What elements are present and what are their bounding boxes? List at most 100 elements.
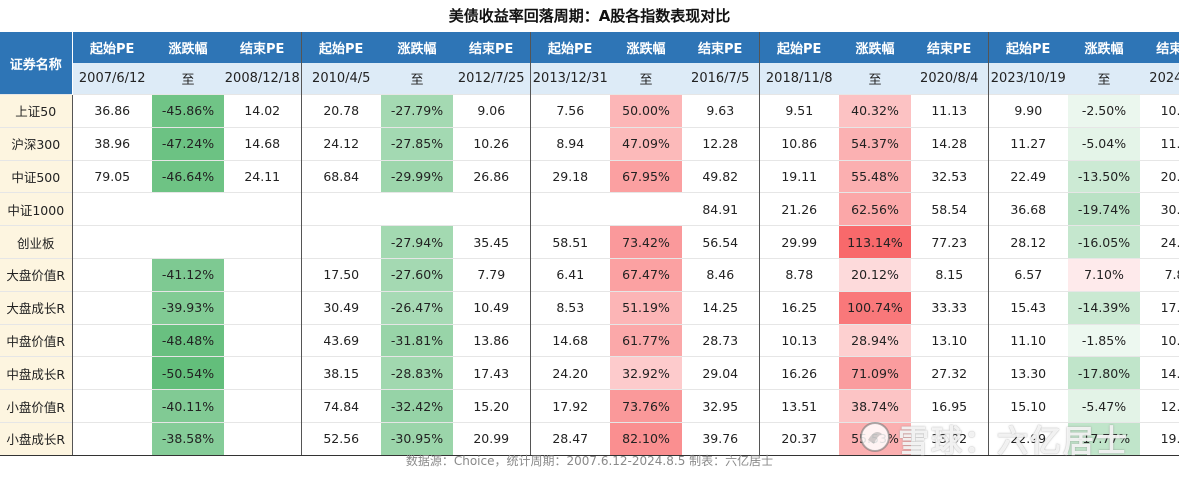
start-pe-cell: 14.68	[530, 323, 610, 357]
security-name: 创业板	[0, 225, 73, 259]
start-pe-cell	[72, 323, 152, 357]
change-cell: 73.42%	[610, 225, 682, 259]
start-pe-cell: 6.41	[530, 257, 610, 292]
start-pe-cell: 29.18	[530, 159, 610, 193]
header-row-labels: 证券名称 起始PE 涨跌幅 结束PE 起始PE 涨跌幅 结束PE 起始PE 涨跌…	[0, 32, 1179, 95]
col-change: 涨跌幅	[610, 32, 682, 63]
table-row: 创业板 -27.94% 35.45 58.51 73.42% 56.54 29.99 113.…	[0, 225, 1179, 259]
end-pe-cell: 20.99	[453, 421, 531, 456]
period-start-date: 2013/12/31	[530, 63, 610, 95]
col-start-pe: 起始PE	[301, 32, 381, 63]
start-pe-cell: 17.92	[530, 389, 610, 423]
change-cell: -5.47%	[1068, 389, 1140, 423]
change-cell: -27.94%	[381, 225, 453, 259]
table-row: 中证1000 84.91 21.26 62.56% 58.54 36.68 -19.74% 3…	[0, 192, 1179, 226]
end-pe-cell	[224, 192, 302, 226]
change-cell: 82.10%	[610, 421, 682, 456]
change-cell: 54.37%	[839, 126, 911, 161]
start-pe-cell: 68.84	[301, 159, 381, 193]
start-pe-cell	[72, 389, 152, 423]
end-pe-cell: 26.86	[453, 159, 531, 193]
change-cell: -50.54%	[152, 356, 224, 390]
period-start-date: 2023/10/19	[988, 63, 1068, 95]
end-pe-cell: 32.53	[911, 159, 989, 193]
start-pe-cell	[301, 192, 381, 226]
end-pe-cell: 20.08	[1140, 159, 1179, 193]
change-cell: 100.74%	[839, 290, 911, 325]
source-footnote: 数据源：Choice，统计周期：2007.6.12-2024.8.5 制表：六亿…	[405, 454, 774, 468]
end-pe-cell: 9.06	[453, 94, 531, 128]
security-name: 中证500	[0, 159, 73, 193]
period-start-date: 2007/6/12	[72, 63, 152, 95]
period-to: 至	[839, 63, 911, 95]
security-name: 上证50	[0, 94, 73, 128]
change-cell: -45.86%	[152, 94, 224, 128]
col-start-pe: 起始PE	[530, 32, 610, 63]
start-pe-cell: 52.56	[301, 421, 381, 456]
header-row-dates: 2007/6/12 至 2008/12/18 2010/4/5 至 2012/7…	[0, 63, 1179, 95]
change-cell: -1.85%	[1068, 323, 1140, 357]
period-end-date: 2020/8/4	[911, 63, 989, 95]
end-pe-cell: 19.88	[1140, 421, 1179, 456]
start-pe-cell: 15.43	[988, 290, 1068, 325]
start-pe-cell: 74.84	[301, 389, 381, 423]
col-change: 涨跌幅	[839, 32, 911, 63]
end-pe-cell: 39.76	[682, 421, 760, 456]
start-pe-cell: 79.05	[72, 159, 152, 193]
start-pe-cell	[72, 257, 152, 292]
change-cell: -14.39%	[1068, 290, 1140, 325]
end-pe-cell: 27.32	[911, 356, 989, 390]
change-cell: -27.79%	[381, 94, 453, 128]
table-row: 小盘价值R -40.11% 74.84 -32.42% 15.20 17.92 73.76%…	[0, 389, 1179, 423]
start-pe-cell: 28.12	[988, 225, 1068, 259]
period-to: 至	[1068, 63, 1140, 95]
end-pe-cell	[224, 257, 302, 292]
table-row: 中盘价值R -48.48% 43.69 -31.81% 13.86 14.68 61.77%…	[0, 323, 1179, 357]
col-start-pe: 起始PE	[988, 32, 1068, 63]
end-pe-cell: 84.91	[682, 192, 760, 226]
end-pe-cell: 10.49	[453, 290, 531, 325]
change-cell: -2.50%	[1068, 94, 1140, 128]
end-pe-cell: 14.02	[224, 94, 302, 128]
table-body: 上证50 36.86 -45.86% 14.02 20.78 -27.79% 9.06 7.5…	[0, 94, 1179, 456]
change-cell: 51.19%	[610, 290, 682, 325]
change-cell: 28.94%	[839, 323, 911, 357]
col-end-pe: 结束PE	[224, 32, 302, 63]
change-cell: -27.60%	[381, 257, 453, 292]
period-end-date: 2008/12/18	[224, 63, 302, 95]
start-pe-cell: 19.11	[759, 159, 839, 193]
end-pe-cell	[224, 225, 302, 259]
start-pe-cell	[72, 225, 152, 259]
start-pe-cell: 43.69	[301, 323, 381, 357]
start-pe-cell: 11.27	[988, 126, 1068, 161]
start-pe-cell: 8.78	[759, 257, 839, 292]
start-pe-cell: 22.99	[988, 421, 1068, 456]
start-pe-cell: 16.26	[759, 356, 839, 390]
end-pe-cell: 13.10	[911, 323, 989, 357]
period-to: 至	[152, 63, 224, 95]
end-pe-cell: 12.69	[1140, 389, 1179, 423]
change-cell: -40.11%	[152, 389, 224, 423]
end-pe-cell: 14.28	[911, 126, 989, 161]
end-pe-cell: 15.20	[453, 389, 531, 423]
col-end-pe: 结束PE	[453, 32, 531, 63]
change-cell: 73.76%	[610, 389, 682, 423]
col-change: 涨跌幅	[1068, 32, 1140, 63]
change-cell: 55.48%	[839, 159, 911, 193]
start-pe-cell: 20.37	[759, 421, 839, 456]
col-start-pe: 起始PE	[72, 32, 152, 63]
start-pe-cell: 13.51	[759, 389, 839, 423]
start-pe-cell: 11.10	[988, 323, 1068, 357]
start-pe-cell: 6.57	[988, 257, 1068, 292]
col-change: 涨跌幅	[381, 32, 453, 63]
security-name: 小盘成长R	[0, 421, 73, 456]
security-name: 中盘成长R	[0, 356, 73, 390]
start-pe-cell: 15.10	[988, 389, 1068, 423]
change-cell: -31.81%	[381, 323, 453, 357]
col-start-pe: 起始PE	[759, 32, 839, 63]
start-pe-cell: 9.90	[988, 94, 1068, 128]
period-end-date: 2012/7/25	[453, 63, 531, 95]
end-pe-cell: 10.26	[453, 126, 531, 161]
change-cell: -39.93%	[152, 290, 224, 325]
end-pe-cell	[224, 389, 302, 423]
